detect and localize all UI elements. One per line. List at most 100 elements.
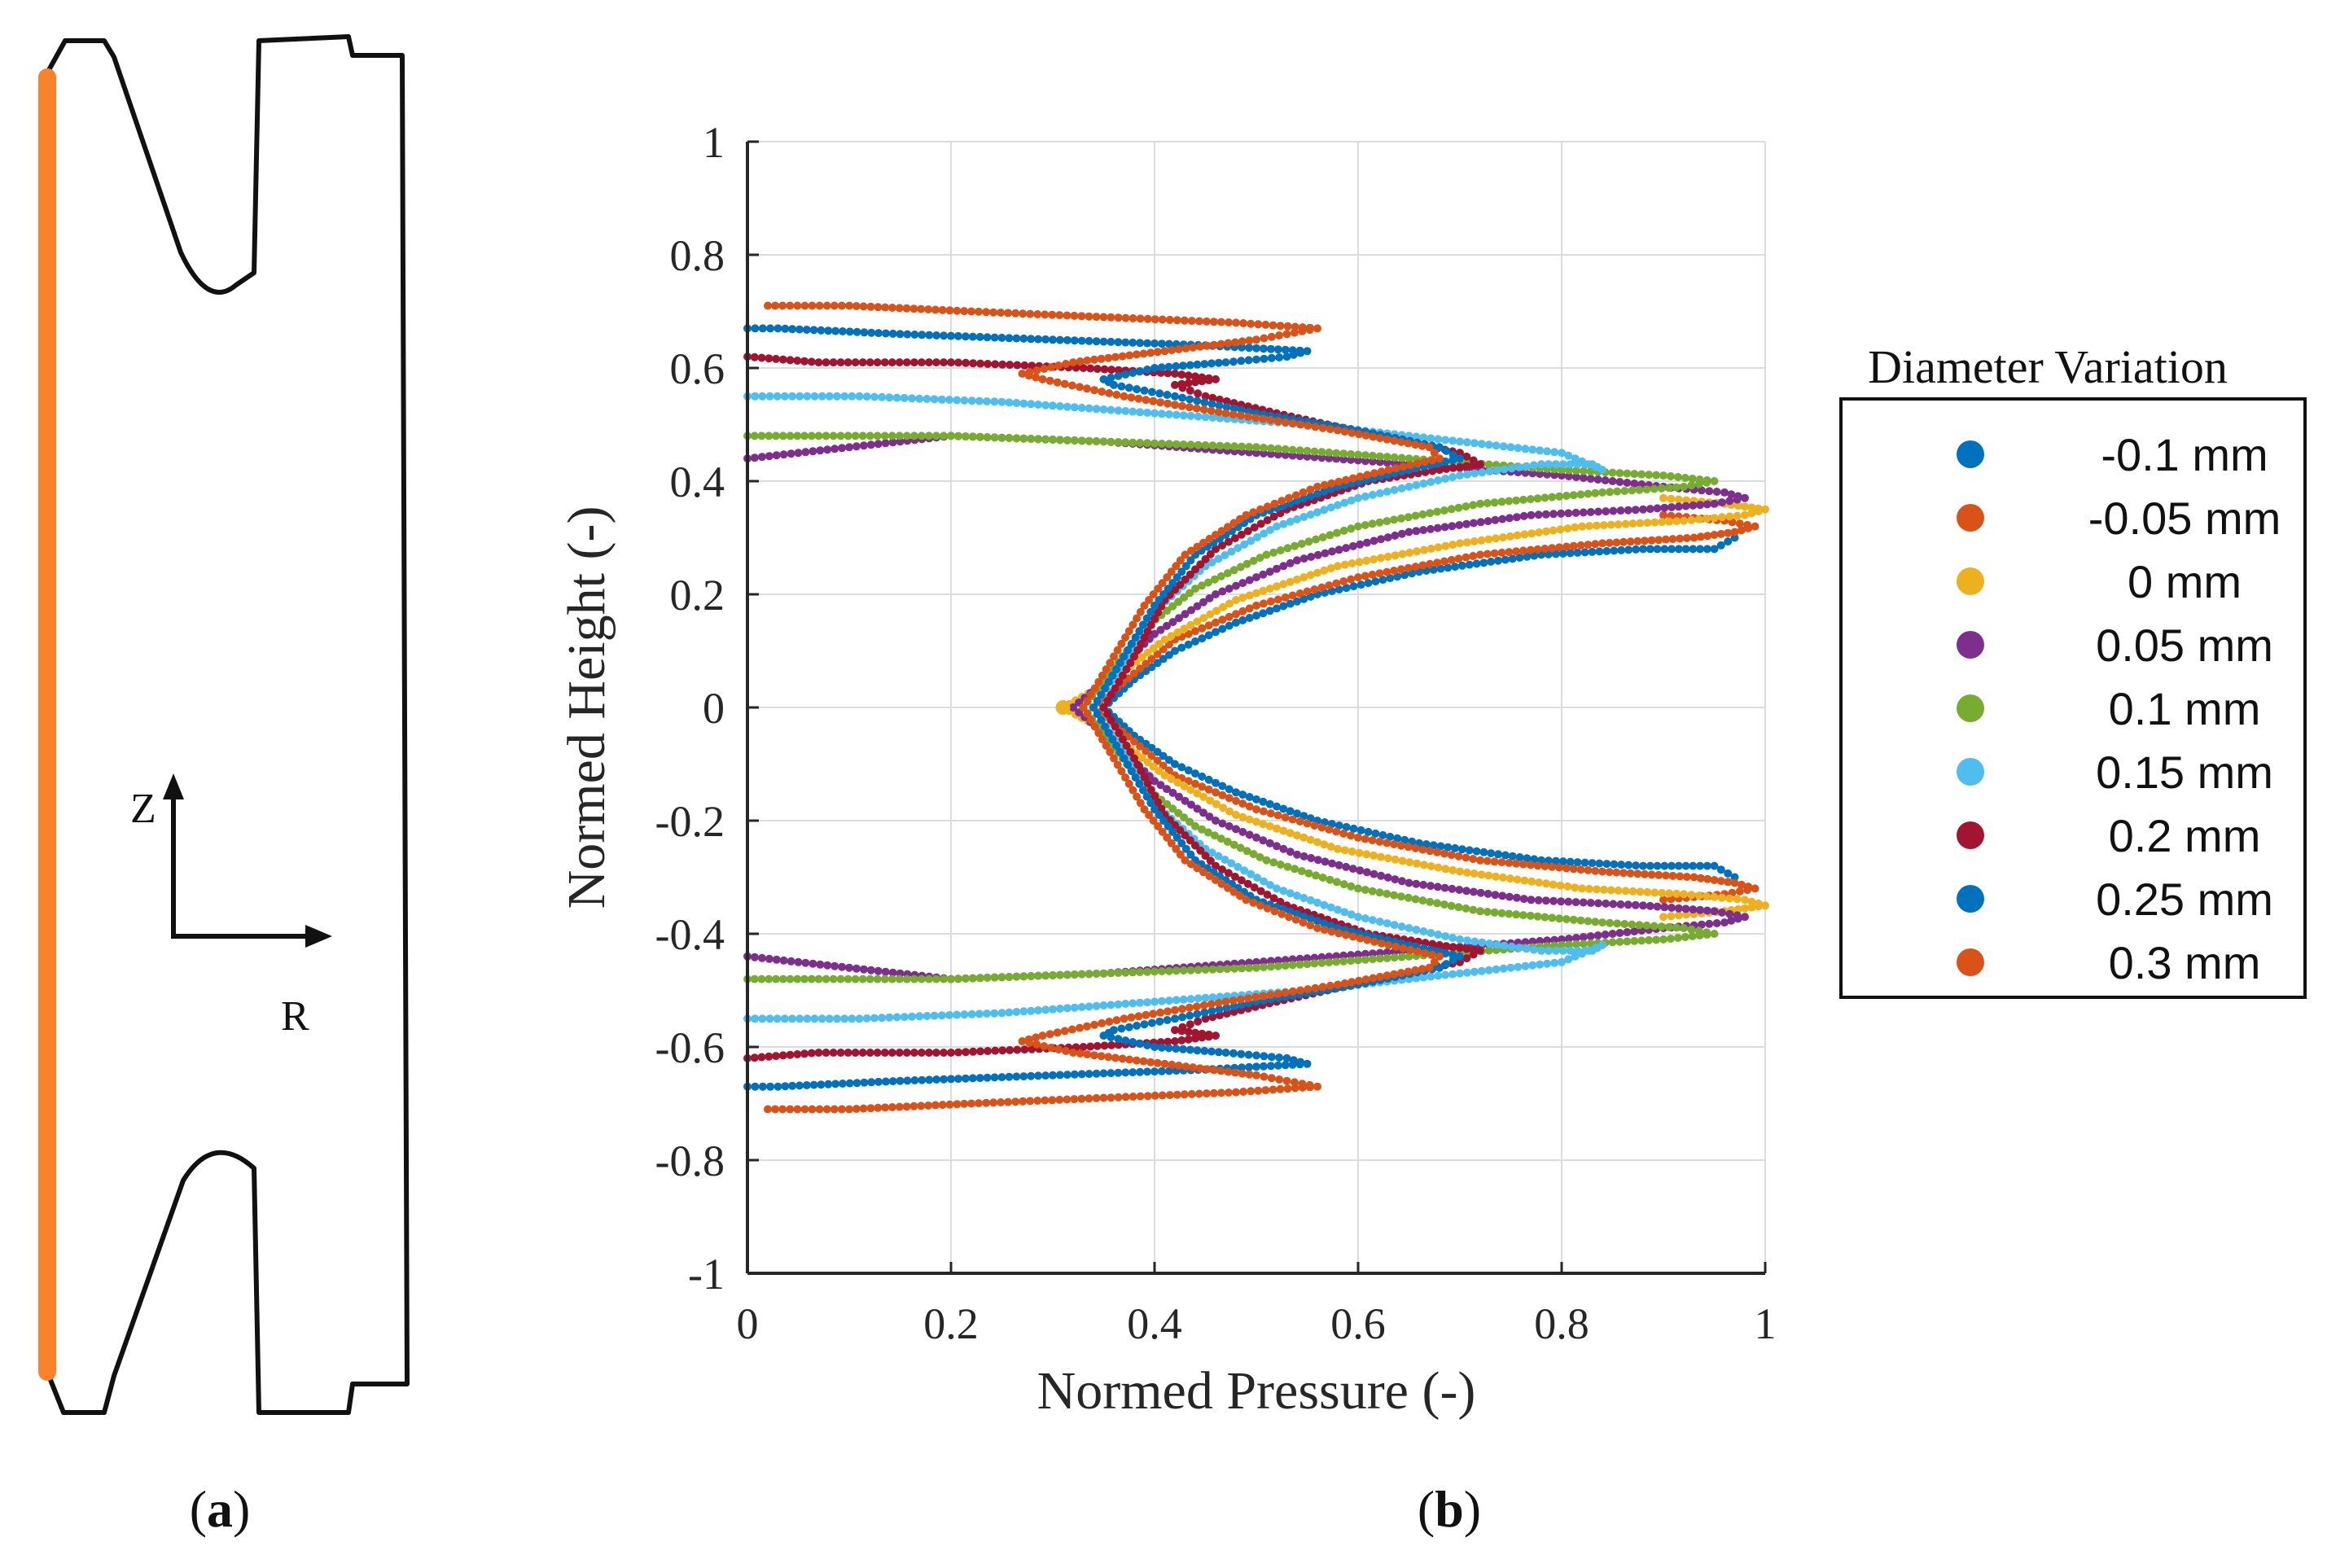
- data-point: [984, 1047, 993, 1055]
- data-point: [1639, 505, 1647, 514]
- data-point: [1256, 505, 1264, 514]
- data-point: [1196, 846, 1205, 855]
- data-point: [1155, 767, 1164, 775]
- data-point: [1710, 514, 1719, 523]
- data-point: [1680, 924, 1688, 932]
- data-point: [1535, 878, 1544, 887]
- data-point: [1202, 317, 1211, 326]
- data-point: [809, 1080, 818, 1089]
- data-point: [1608, 477, 1617, 485]
- data-point: [1019, 309, 1028, 318]
- data-point: [1418, 896, 1427, 905]
- y-tick-label: -1: [688, 1250, 725, 1299]
- data-point: [1610, 546, 1619, 555]
- data-point: [1418, 561, 1427, 570]
- data-point: [1598, 488, 1606, 497]
- data-point: [1543, 447, 1552, 456]
- data-point: [1660, 545, 1669, 554]
- data-point: [1676, 872, 1685, 881]
- data-point: [1186, 786, 1195, 795]
- data-point: [1184, 1035, 1193, 1044]
- data-point: [1063, 436, 1072, 445]
- data-point: [1107, 1069, 1115, 1078]
- data-point: [967, 1099, 975, 1108]
- data-point: [870, 392, 879, 401]
- y-tick-label: -0.2: [655, 797, 725, 846]
- data-point: [1207, 400, 1216, 409]
- data-point: [1259, 414, 1268, 423]
- data-point: [1128, 1038, 1137, 1046]
- data-point: [1130, 754, 1138, 763]
- data-point: [1390, 953, 1399, 962]
- data-point: [1710, 531, 1719, 539]
- data-point: [1128, 1093, 1137, 1101]
- data-point: [1325, 825, 1334, 834]
- data-point: [1650, 484, 1659, 493]
- data-point: [1185, 1003, 1194, 1012]
- data-point: [1733, 895, 1742, 904]
- data-point: [1478, 938, 1487, 947]
- data-point: [878, 1014, 887, 1023]
- data-point: [781, 1082, 790, 1091]
- data-point: [1212, 590, 1220, 598]
- data-point: [866, 358, 874, 367]
- data-point: [902, 1049, 911, 1057]
- data-point: [788, 392, 796, 401]
- data-point: [845, 327, 854, 336]
- data-point: [1177, 1005, 1186, 1014]
- data-point: [1252, 795, 1260, 804]
- data-point: [1680, 516, 1688, 525]
- data-point: [1425, 443, 1434, 452]
- data-point: [1225, 821, 1234, 830]
- data-point: [923, 395, 931, 403]
- data-point: [1661, 535, 1670, 544]
- data-point: [1128, 620, 1137, 629]
- data-point: [1320, 566, 1329, 575]
- data-point: [1688, 932, 1697, 940]
- data-point: [1558, 857, 1567, 866]
- data-point: [1136, 367, 1145, 375]
- legend-entries: -0.1 mm-0.05 mm0 mm0.05 mm0.1 mm0.15 mm0…: [1957, 429, 2281, 988]
- data-point: [1286, 807, 1295, 816]
- data-point: [1150, 1091, 1159, 1100]
- data-point: [1501, 851, 1510, 860]
- data-point: [830, 445, 839, 453]
- data-point: [1334, 562, 1342, 571]
- data-point: [1418, 510, 1427, 519]
- data-point: [1454, 903, 1463, 912]
- data-point: [1172, 410, 1181, 419]
- data-point: [1266, 991, 1275, 1000]
- data-point: [1448, 473, 1457, 481]
- data-point: [1150, 777, 1159, 786]
- data-point: [1519, 546, 1527, 555]
- data-point: [1327, 479, 1336, 488]
- data-point: [1242, 559, 1251, 568]
- data-point: [1041, 971, 1050, 980]
- y-tick-label: 0.4: [670, 458, 725, 506]
- data-point: [1229, 840, 1238, 849]
- data-point: [1198, 772, 1207, 781]
- data-point: [1195, 342, 1204, 351]
- data-point: [924, 431, 933, 440]
- data-point: [838, 962, 847, 971]
- data-point: [1747, 903, 1756, 912]
- data-point: [1717, 513, 1726, 522]
- data-point: [848, 1014, 857, 1023]
- data-point: [1019, 1097, 1028, 1106]
- data-point: [1259, 444, 1268, 452]
- data-point: [1483, 889, 1492, 898]
- data-point: [1118, 735, 1127, 744]
- data-point: [1121, 633, 1130, 642]
- data-point: [1620, 487, 1629, 495]
- data-point: [1288, 815, 1297, 824]
- data-point: [1652, 471, 1661, 480]
- data-point: [1598, 539, 1606, 548]
- data-point: [1356, 472, 1365, 481]
- data-point: [1454, 554, 1463, 563]
- data-point: [778, 431, 787, 440]
- data-point: [1364, 579, 1373, 588]
- data-point: [1342, 862, 1351, 871]
- data-point: [1063, 1095, 1072, 1104]
- data-point: [1105, 1018, 1114, 1026]
- data-point: [1266, 1062, 1275, 1071]
